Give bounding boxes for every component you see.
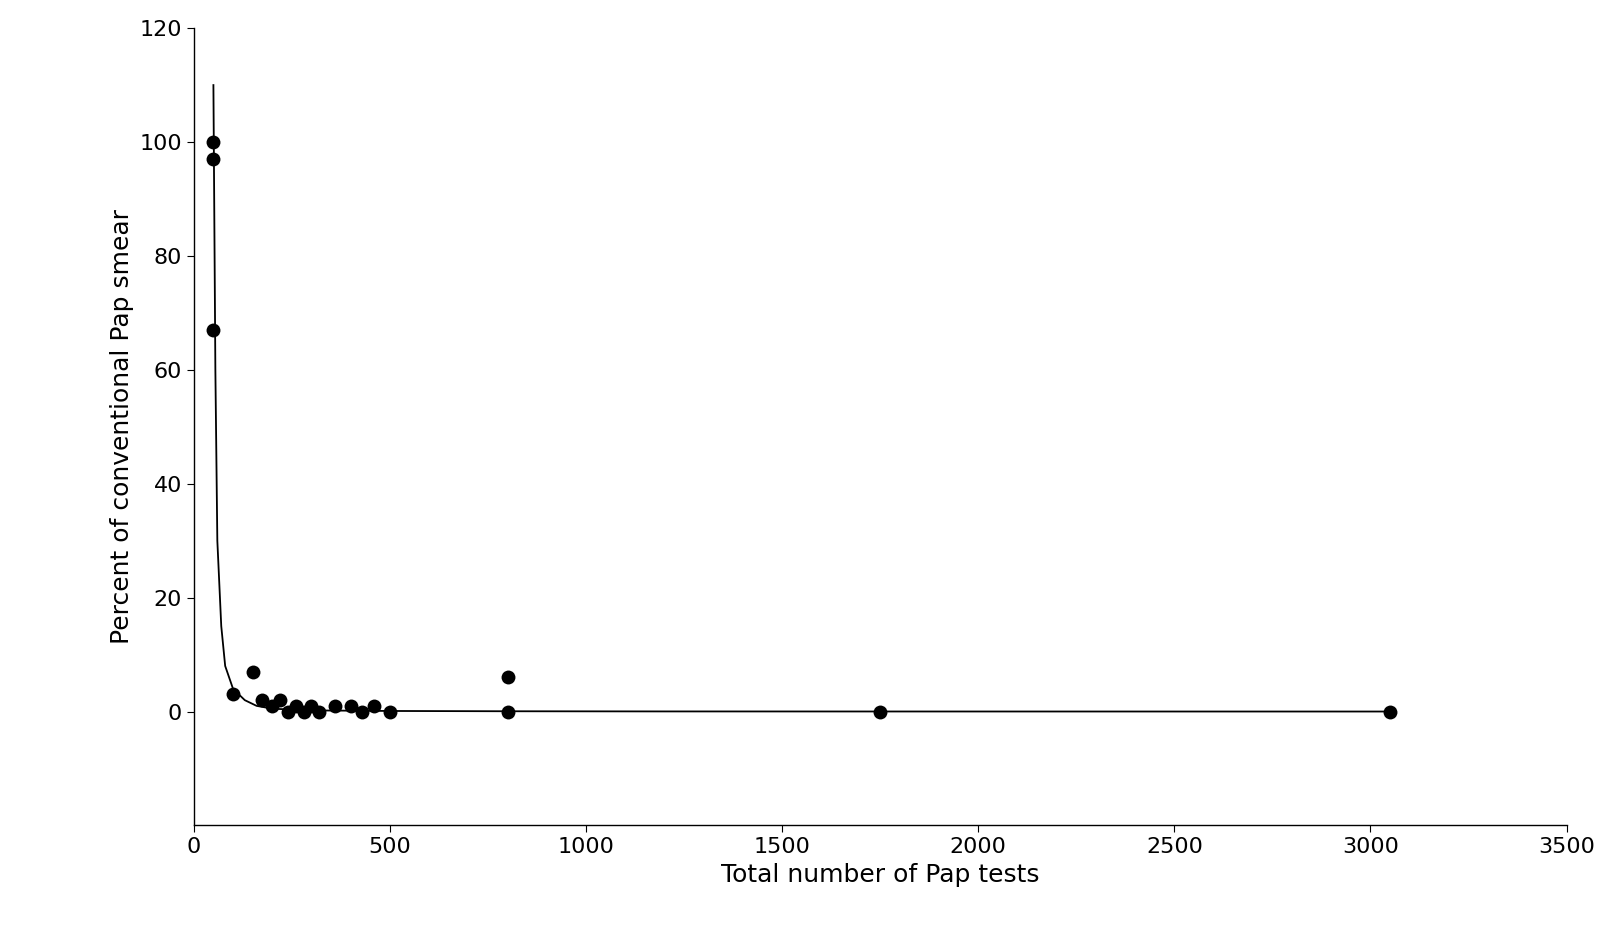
Point xyxy=(200,323,226,338)
Point xyxy=(349,704,374,719)
Point xyxy=(1377,704,1403,719)
Point xyxy=(307,704,332,719)
Point xyxy=(321,698,347,714)
Point xyxy=(249,692,274,707)
Point xyxy=(266,692,292,707)
Point xyxy=(260,698,286,714)
Point xyxy=(362,698,387,714)
Point xyxy=(299,698,324,714)
Point xyxy=(337,698,363,714)
Point xyxy=(220,687,245,702)
Point xyxy=(867,704,893,719)
Point xyxy=(291,704,316,719)
Point xyxy=(200,152,226,167)
Point xyxy=(376,704,402,719)
Point xyxy=(494,670,520,685)
Y-axis label: Percent of conventional Pap smear: Percent of conventional Pap smear xyxy=(110,209,134,644)
Point xyxy=(494,704,520,719)
Point xyxy=(282,698,308,714)
Point xyxy=(239,664,265,679)
Point xyxy=(200,134,226,149)
Point xyxy=(274,704,300,719)
X-axis label: Total number of Pap tests: Total number of Pap tests xyxy=(720,863,1039,886)
